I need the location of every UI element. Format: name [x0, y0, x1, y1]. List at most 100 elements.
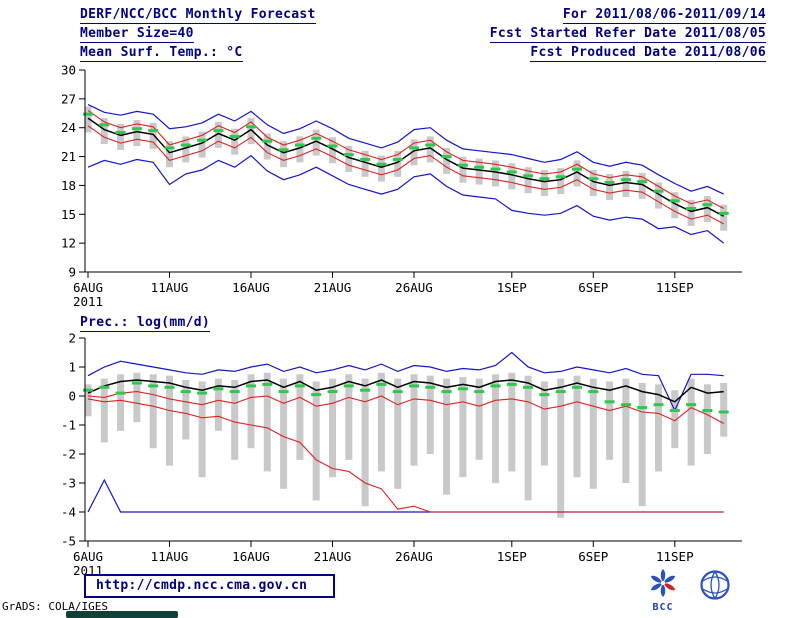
spread-box	[84, 384, 92, 417]
y-tick-label: 9	[68, 265, 76, 280]
x-tick-label: 6SEP	[578, 280, 608, 295]
spread-box	[394, 378, 402, 489]
source-url-text[interactable]: http://cmdp.ncc.cma.gov.cn	[96, 578, 308, 593]
x-tick-label: 11AUG	[151, 549, 189, 564]
spread-box	[492, 160, 499, 187]
x-tick-sublabel: 2011	[73, 294, 103, 309]
precip-section: Prec.: log(mm/d)	[80, 311, 211, 334]
y-tick-label: 12	[61, 236, 76, 251]
spread-box	[100, 118, 108, 145]
spread-box	[296, 374, 304, 460]
spread-box	[687, 378, 695, 466]
bcc-pinwheel-icon	[650, 569, 676, 597]
x-tick-label: 21AUG	[314, 280, 352, 295]
spread-box	[280, 141, 288, 168]
x-tick-label: 16AUG	[232, 549, 270, 564]
spread-box	[214, 378, 222, 431]
forecast-range-label: For 2011/08/06-2011/09/14	[562, 7, 766, 24]
spread-box	[280, 378, 288, 489]
spread-box	[263, 372, 271, 472]
series-lower-std	[87, 398, 724, 513]
y-tick-label: 15	[61, 207, 76, 222]
cma-globe-logo	[700, 570, 730, 600]
y-tick-label: -1	[61, 418, 76, 433]
spread-box	[84, 106, 92, 133]
spread-box	[149, 374, 157, 449]
y-tick-label: -4	[61, 505, 76, 520]
x-tick-label: 6SEP	[578, 549, 608, 564]
spread-box	[475, 158, 483, 185]
spread-box	[622, 171, 630, 197]
x-tick-label: 1SEP	[497, 549, 527, 564]
x-tick-label: 16AUG	[232, 280, 270, 295]
x-tick-label: 1SEP	[497, 280, 527, 295]
series-ensemble-mean	[87, 117, 725, 217]
spread-box	[703, 384, 711, 454]
y-tick-label: 2	[68, 331, 76, 346]
spread-box	[312, 129, 320, 156]
spread-box	[394, 150, 402, 177]
spread-box	[687, 199, 695, 226]
spread-box	[149, 122, 157, 149]
spread-box	[410, 139, 418, 166]
series-ensemble-min	[87, 154, 725, 244]
grads-credit: GrADS: COLA/IGES	[2, 600, 108, 613]
bottom-bar-fragment	[66, 611, 178, 618]
produced-date-label: Fcst Produced Date 2011/08/06	[530, 45, 766, 62]
spread-box	[655, 384, 662, 472]
spread-box	[345, 374, 353, 460]
spread-box	[589, 378, 597, 489]
spread-box	[117, 374, 125, 431]
spread-box	[443, 378, 451, 495]
spread-box	[361, 378, 369, 507]
spread-box	[263, 133, 271, 160]
refer-date-label: Fcst Started Refer Date 2011/08/05	[489, 26, 766, 43]
series-lower-std	[87, 125, 724, 225]
spread-box	[231, 128, 239, 155]
spread-box	[426, 375, 434, 454]
spread-box	[426, 136, 434, 163]
spread-box	[247, 374, 255, 449]
spread-box	[410, 374, 418, 466]
bcc-logo-label: BCC	[652, 602, 673, 613]
series-ensemble-max	[87, 351, 724, 412]
globe-icon	[700, 570, 730, 600]
source-url-box: http://cmdp.ncc.cma.gov.cn	[84, 574, 336, 598]
spread-box	[329, 378, 336, 478]
plot-title: DERF/NCC/BCC Monthly Forecast	[80, 7, 316, 24]
member-size-label: Member Size=40	[80, 26, 194, 43]
spread-box	[361, 150, 369, 177]
spread-box	[606, 173, 614, 200]
spread-box	[703, 196, 711, 222]
x-tick-label: 21AUG	[314, 549, 352, 564]
bcc-logo: BCC	[650, 569, 676, 613]
spread-box	[214, 121, 222, 148]
y-tick-label: 30	[61, 63, 76, 78]
spread-box	[606, 381, 614, 460]
spread-box	[231, 380, 239, 460]
spread-box	[720, 383, 728, 437]
spread-box	[312, 381, 320, 501]
x-tick-label: 6AUG	[73, 280, 103, 295]
series-upper-std	[87, 109, 724, 209]
x-tick-label: 26AUG	[395, 280, 433, 295]
y-tick-label: -5	[61, 534, 76, 549]
spread-box	[720, 204, 728, 231]
spread-box	[557, 378, 565, 518]
y-tick-label: -3	[61, 476, 76, 491]
spread-box	[638, 383, 646, 507]
spread-box	[117, 123, 125, 150]
spread-box	[671, 192, 679, 219]
spread-box	[345, 146, 353, 172]
spread-box	[638, 172, 646, 199]
y-tick-label: 0	[68, 389, 76, 404]
spread-box	[443, 147, 451, 174]
series-ensemble-mean	[87, 379, 724, 403]
spread-box	[329, 137, 336, 164]
y-tick-label: 1	[68, 360, 76, 375]
header-left: DERF/NCC/BCC Monthly Forecast Member Siz…	[80, 7, 316, 64]
spread-box	[508, 372, 516, 472]
spread-box	[198, 131, 206, 158]
